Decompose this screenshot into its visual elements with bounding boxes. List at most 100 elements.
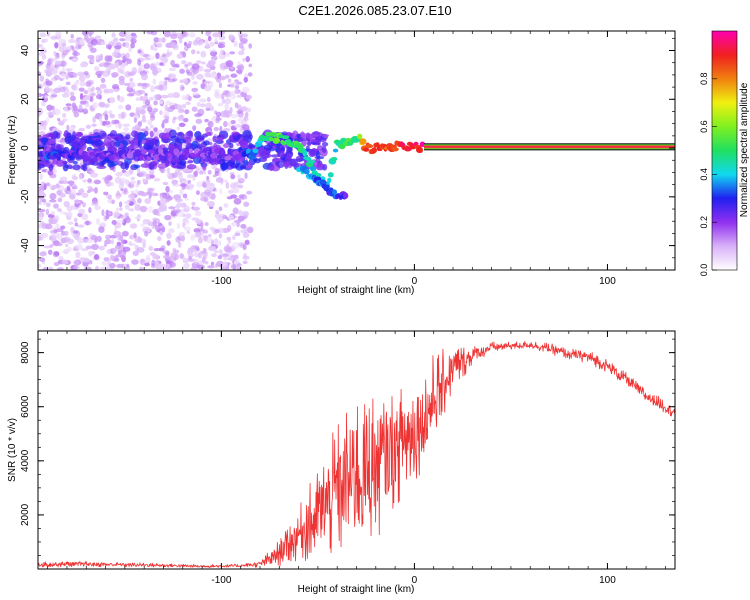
noise-speckle [120, 263, 125, 269]
noise-speckle [171, 77, 178, 82]
noise-speckle [182, 118, 189, 123]
noise-speckle [227, 214, 235, 221]
noise-speckle [79, 81, 86, 87]
noise-speckle [182, 222, 186, 228]
band-speckle [175, 144, 183, 150]
noise-speckle [47, 58, 52, 66]
noise-speckle [217, 255, 223, 260]
noise-speckle [46, 116, 50, 123]
noise-speckle [127, 81, 136, 88]
noise-speckle [103, 257, 110, 262]
noise-speckle [88, 250, 93, 257]
noise-speckle [91, 123, 97, 127]
noise-speckle [234, 84, 240, 90]
noise-speckle [73, 259, 80, 267]
noise-speckle [224, 179, 228, 183]
noise-speckle [147, 106, 153, 113]
noise-speckle [181, 31, 187, 37]
noise-speckle [183, 226, 191, 231]
noise-speckle [205, 188, 210, 196]
noise-speckle [44, 69, 51, 74]
noise-speckle [175, 198, 183, 203]
noise-speckle [137, 190, 145, 196]
noise-speckle [45, 85, 51, 92]
noise-speckle [234, 232, 241, 237]
noise-speckle [46, 203, 51, 208]
band-speckle [315, 150, 321, 159]
noise-speckle [90, 234, 98, 241]
noise-speckle [181, 78, 188, 82]
noise-speckle [137, 82, 143, 87]
noise-speckle [118, 113, 123, 117]
noise-speckle [94, 187, 98, 194]
noise-speckle [170, 59, 176, 67]
noise-speckle [161, 267, 168, 270]
noise-speckle [242, 244, 247, 251]
band-speckle [114, 137, 119, 141]
noise-speckle [153, 127, 158, 132]
noise-speckle [204, 118, 209, 123]
noise-speckle [153, 248, 161, 252]
noise-speckle [129, 180, 137, 184]
noise-speckle [94, 265, 99, 270]
noise-speckle [91, 86, 95, 92]
noise-speckle [130, 42, 135, 49]
noise-speckle [165, 52, 170, 58]
noise-speckle [58, 38, 67, 44]
spectrogram-ytick-label: 20 [20, 93, 31, 105]
snr-ytick-label: 2000 [20, 503, 31, 526]
noise-speckle [105, 234, 112, 240]
noise-speckle [79, 92, 84, 100]
band-speckle [220, 133, 226, 138]
band-speckle [313, 133, 319, 138]
snr-ylabel: SNR (10 * v/v) [7, 418, 18, 482]
noise-speckle [124, 179, 130, 185]
noise-speckle [181, 94, 187, 101]
noise-speckle [91, 201, 99, 206]
noise-speckle [62, 112, 67, 118]
noise-speckle [187, 95, 192, 102]
noise-speckle [89, 169, 95, 174]
band-speckle [305, 138, 310, 142]
noise-speckle [230, 174, 236, 180]
noise-speckle [186, 229, 191, 235]
noise-speckle [181, 103, 187, 109]
noise-speckle [51, 231, 60, 238]
noise-speckle [118, 31, 127, 37]
noise-speckle [162, 254, 170, 259]
noise-speckle [240, 223, 247, 229]
figure-title: C2E1.2026.085.23.07.E10 [298, 3, 451, 18]
noise-speckle [214, 38, 218, 44]
signal-blob [363, 147, 370, 152]
noise-speckle [49, 68, 58, 75]
noise-speckle [123, 188, 127, 194]
band-speckle [130, 139, 137, 146]
band-speckle [140, 163, 151, 168]
noise-speckle [191, 106, 198, 112]
band-speckle [137, 139, 143, 148]
noise-speckle [208, 60, 216, 67]
noise-speckle [151, 259, 156, 267]
noise-speckle [230, 113, 238, 119]
noise-speckle [79, 173, 83, 180]
noise-speckle [83, 71, 89, 76]
colorbar-fill [712, 31, 737, 270]
noise-speckle [69, 180, 74, 187]
noise-speckle [54, 54, 60, 59]
noise-speckle [60, 119, 66, 124]
noise-speckle [161, 122, 165, 129]
band-speckle [248, 134, 253, 140]
noise-speckle [112, 38, 118, 42]
noise-speckle [125, 104, 132, 111]
noise-speckle [165, 198, 170, 203]
band-speckle [263, 144, 273, 151]
noise-speckle [195, 190, 200, 196]
noise-speckle [91, 243, 99, 251]
band-speckle [82, 163, 88, 172]
noise-speckle [111, 32, 116, 38]
signal-blob [309, 166, 317, 172]
noise-speckle [115, 195, 121, 200]
band-speckle [72, 164, 81, 171]
noise-speckle [224, 265, 229, 270]
noise-speckle [38, 190, 45, 197]
